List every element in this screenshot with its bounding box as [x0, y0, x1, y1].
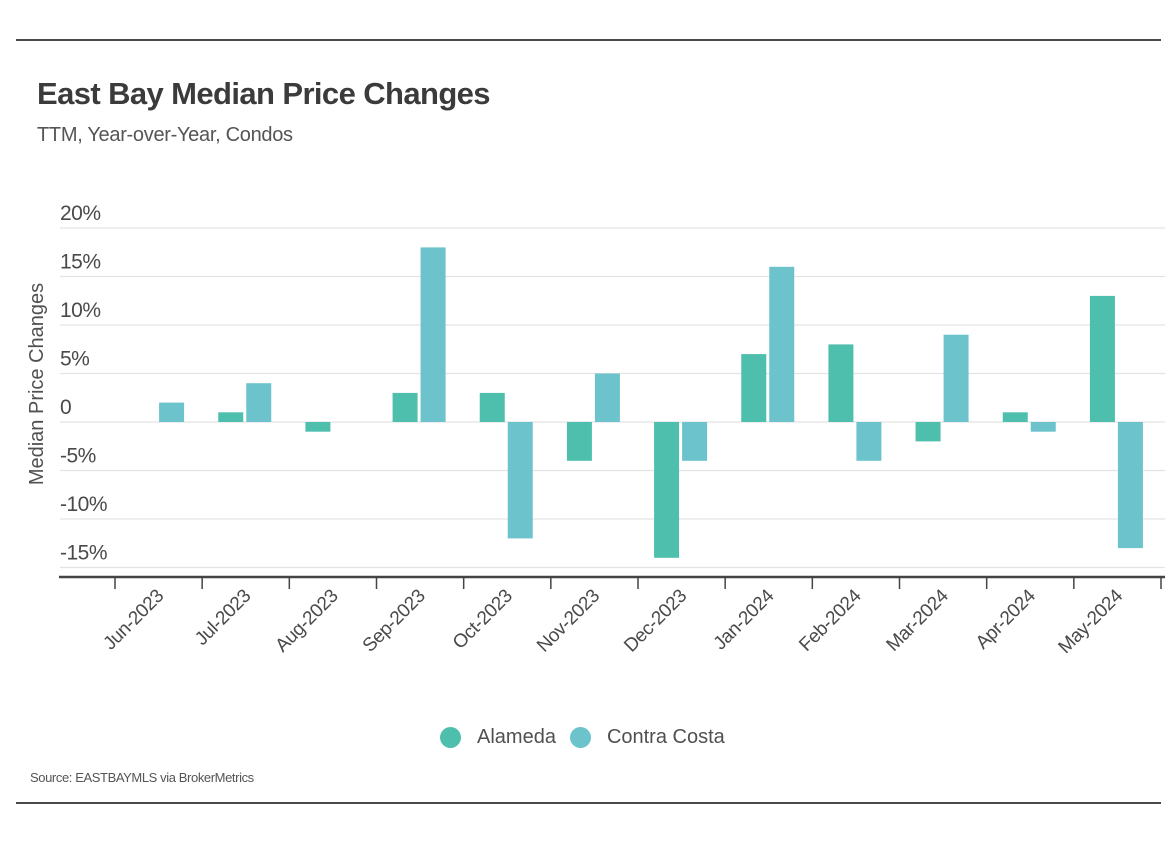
- bar-contra-costa-apr-2024[interactable]: [1030, 422, 1056, 432]
- bar-alameda-oct-2023[interactable]: [479, 392, 505, 422]
- bar-contra-costa-jun-2023[interactable]: [159, 402, 185, 422]
- source-note: Source: EASTBAYMLS via BrokerMetrics: [30, 770, 254, 785]
- bar-alameda-dec-2023[interactable]: [654, 422, 680, 558]
- bar-contra-costa-jan-2024[interactable]: [769, 266, 795, 422]
- bar-alameda-feb-2024[interactable]: [828, 344, 854, 422]
- bar-contra-costa-dec-2023[interactable]: [682, 422, 708, 461]
- bar-alameda-jul-2023[interactable]: [218, 412, 244, 422]
- x-tick-label: Nov-2023: [533, 586, 604, 657]
- x-tick-label: Mar-2024: [883, 585, 954, 656]
- legend-label: Alameda: [477, 726, 556, 748]
- legend-item-alameda[interactable]: Alameda: [440, 726, 556, 749]
- y-tick-label: 20%: [60, 202, 101, 225]
- x-tick-label: Feb-2024: [795, 585, 866, 656]
- bar-alameda-jan-2024[interactable]: [741, 354, 767, 422]
- bar-alameda-nov-2023[interactable]: [566, 422, 592, 461]
- legend: Alameda Contra Costa: [440, 726, 739, 749]
- legend-label: Contra Costa: [606, 726, 725, 748]
- x-axis: [59, 575, 1165, 589]
- bar-contra-costa-sep-2023[interactable]: [420, 247, 446, 422]
- top-rule: [16, 39, 1161, 41]
- x-axis-ticks: Jun-2023 Jul-2023 Aug-2023 Sep-2023 Oct-2023…: [100, 585, 1128, 658]
- bar-contra-costa-oct-2023[interactable]: [507, 422, 533, 539]
- x-tick-label: Aug-2023: [272, 586, 343, 657]
- x-tick-label: Dec-2023: [620, 586, 691, 657]
- bar-alameda-aug-2023[interactable]: [305, 422, 331, 432]
- legend-swatch-contra-costa: [569, 727, 591, 748]
- x-tick-label: Apr-2024: [972, 585, 1040, 653]
- y-tick-label: -5%: [60, 445, 96, 468]
- bar-contra-costa-may-2024[interactable]: [1117, 422, 1143, 549]
- bar-contra-costa-mar-2024[interactable]: [943, 334, 969, 422]
- bar-alameda-apr-2024[interactable]: [1002, 412, 1028, 422]
- x-tick-label: Jul-2023: [191, 586, 255, 650]
- y-axis-label: Median Price Changes: [26, 283, 48, 485]
- x-tick-label: May-2024: [1055, 585, 1128, 658]
- x-tick-label: Oct-2023: [449, 586, 517, 654]
- y-tick-label: -15%: [60, 542, 107, 565]
- legend-item-contra-costa[interactable]: Contra Costa: [569, 726, 725, 749]
- y-tick-label: 5%: [60, 348, 89, 371]
- chart-subtitle: TTM, Year-over-Year, Condos: [37, 124, 293, 146]
- bar-alameda-mar-2024[interactable]: [915, 422, 941, 442]
- bars: [159, 247, 1143, 558]
- bottom-rule: [16, 802, 1161, 804]
- y-axis-ticks: 20% 15% 10% 5% 0 -5% -10% -15%: [60, 202, 108, 565]
- bar-contra-costa-nov-2023[interactable]: [594, 373, 620, 423]
- x-tick-label: Jun-2023: [100, 586, 169, 655]
- bar-alameda-sep-2023[interactable]: [392, 392, 418, 422]
- bar-contra-costa-jul-2023[interactable]: [246, 383, 272, 422]
- y-tick-label: 15%: [60, 251, 101, 274]
- bar-contra-costa-feb-2024[interactable]: [856, 422, 882, 461]
- x-tick-label: Sep-2023: [359, 586, 430, 657]
- y-tick-label: 10%: [60, 299, 101, 322]
- legend-swatch-alameda: [440, 727, 461, 748]
- bar-alameda-may-2024[interactable]: [1089, 295, 1115, 422]
- x-tick-label: Jan-2024: [710, 585, 779, 654]
- chart-title: East Bay Median Price Changes: [37, 76, 491, 111]
- y-tick-label: 0: [60, 396, 71, 419]
- y-tick-label: -10%: [60, 493, 107, 516]
